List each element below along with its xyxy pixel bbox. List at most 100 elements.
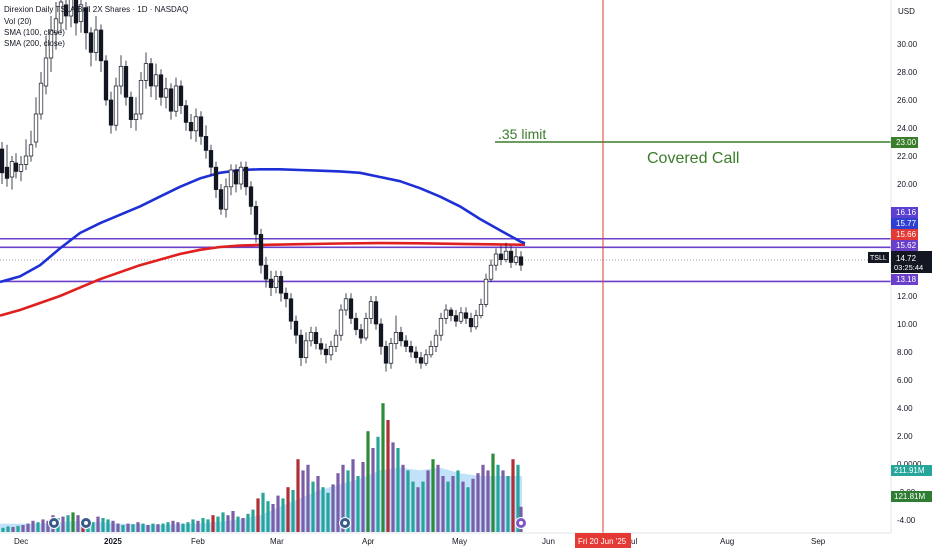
volume-bar bbox=[181, 523, 185, 532]
candle bbox=[388, 338, 394, 369]
volume-bar bbox=[191, 519, 195, 532]
volume-bar bbox=[256, 498, 260, 532]
candle-body bbox=[158, 74, 164, 98]
candle-body bbox=[498, 253, 504, 260]
candle-body bbox=[223, 186, 229, 210]
dividend-marker[interactable] bbox=[48, 517, 60, 529]
candle-body bbox=[193, 116, 199, 132]
volume-bar bbox=[486, 470, 490, 532]
candle-body bbox=[328, 346, 334, 356]
candle-body bbox=[93, 29, 99, 53]
dividend-marker[interactable] bbox=[515, 517, 527, 529]
candle bbox=[273, 270, 279, 294]
candle-body bbox=[493, 253, 499, 266]
volume-bar bbox=[481, 464, 485, 532]
sma100-line[interactable] bbox=[0, 168, 526, 284]
candle bbox=[443, 304, 449, 324]
candle bbox=[23, 139, 29, 170]
candle-body bbox=[238, 166, 244, 185]
candle bbox=[403, 335, 409, 352]
price-tick-label: 24.00 bbox=[897, 124, 918, 133]
candle bbox=[158, 69, 164, 106]
candle-body bbox=[213, 166, 219, 190]
sma200-badge: 15.66 bbox=[896, 230, 917, 239]
candle-body bbox=[433, 334, 439, 347]
indicator-sma100[interactable]: SMA (100, close) bbox=[4, 28, 65, 37]
price-tick-label: 4.00 bbox=[897, 404, 913, 413]
volume-bar bbox=[151, 523, 155, 532]
volume-bar bbox=[6, 526, 10, 532]
volume-bar bbox=[21, 525, 25, 532]
volume-bar bbox=[136, 522, 140, 532]
candle bbox=[278, 270, 284, 302]
volume-bar bbox=[271, 504, 275, 532]
candle bbox=[468, 312, 474, 333]
volume-bar bbox=[11, 526, 15, 532]
candle bbox=[433, 329, 439, 352]
candle-body bbox=[403, 340, 409, 347]
volume-bar bbox=[366, 431, 370, 532]
price-tick-label: 28.00 bbox=[897, 68, 918, 77]
candle-body bbox=[263, 264, 269, 280]
time-axis-label: Apr bbox=[362, 537, 375, 546]
limit-price-badge-bg bbox=[891, 137, 918, 148]
dividend-marker[interactable] bbox=[80, 517, 92, 529]
candle-body bbox=[228, 169, 234, 188]
candle-body bbox=[103, 60, 109, 101]
indicator-sma200[interactable]: SMA (200, close) bbox=[4, 39, 65, 48]
volume-bar bbox=[126, 523, 130, 532]
candle-body bbox=[478, 304, 484, 316]
volume-bar bbox=[26, 523, 30, 532]
time-axis-label: Jun bbox=[542, 537, 555, 546]
limit-annotation[interactable]: .35 limit bbox=[498, 126, 546, 142]
volume-bar bbox=[246, 513, 250, 532]
candle bbox=[238, 161, 244, 190]
candle bbox=[248, 181, 254, 215]
candle-body bbox=[23, 155, 29, 165]
candle bbox=[118, 55, 124, 95]
candle-body bbox=[313, 332, 319, 344]
volume-badge-b-bg bbox=[891, 491, 932, 502]
time-axis-label: Mar bbox=[270, 537, 284, 546]
covered-call-annotation[interactable]: Covered Call bbox=[647, 150, 739, 167]
candle bbox=[393, 315, 399, 350]
sma100-badge-b: 15.77 bbox=[896, 219, 917, 228]
candle-body bbox=[233, 169, 239, 185]
candle-body bbox=[293, 320, 299, 336]
candle-body bbox=[163, 88, 169, 98]
symbol-title[interactable]: Direxion Daily TSLA Bull 2X Shares · 1D … bbox=[4, 5, 188, 14]
candle-body bbox=[503, 250, 509, 260]
legend[interactable]: Direxion Daily TSLA Bull 2X Shares · 1D … bbox=[4, 5, 188, 48]
level-high-badge: 15.62 bbox=[896, 241, 917, 250]
candle-body bbox=[383, 346, 389, 364]
candle bbox=[148, 58, 154, 98]
volume-bar bbox=[406, 470, 410, 532]
volume-bar bbox=[326, 492, 330, 532]
candle bbox=[13, 153, 19, 179]
candle bbox=[463, 307, 469, 324]
candle-body bbox=[453, 315, 459, 322]
volume-bar bbox=[101, 518, 105, 532]
candle bbox=[343, 293, 349, 316]
candle-body bbox=[43, 57, 49, 87]
sma200-line[interactable] bbox=[0, 241, 526, 317]
candle-body bbox=[378, 323, 384, 347]
candle bbox=[53, 2, 59, 50]
price-tick-label: 20.00 bbox=[897, 180, 918, 189]
volume-bar bbox=[371, 448, 375, 532]
time-axis-label: Sep bbox=[811, 537, 826, 546]
volume-bar bbox=[121, 525, 125, 532]
candle bbox=[453, 310, 459, 327]
volume-bar bbox=[446, 481, 450, 532]
dividend-marker[interactable] bbox=[339, 517, 351, 529]
indicator-volume[interactable]: Vol (20) bbox=[4, 17, 32, 26]
candle bbox=[288, 293, 294, 330]
candle-body bbox=[123, 66, 129, 98]
volume-badge-a-bg bbox=[891, 465, 932, 476]
candle-body bbox=[9, 161, 15, 178]
candle-body bbox=[128, 96, 134, 120]
candle bbox=[4, 144, 10, 187]
candle-body bbox=[178, 85, 184, 106]
